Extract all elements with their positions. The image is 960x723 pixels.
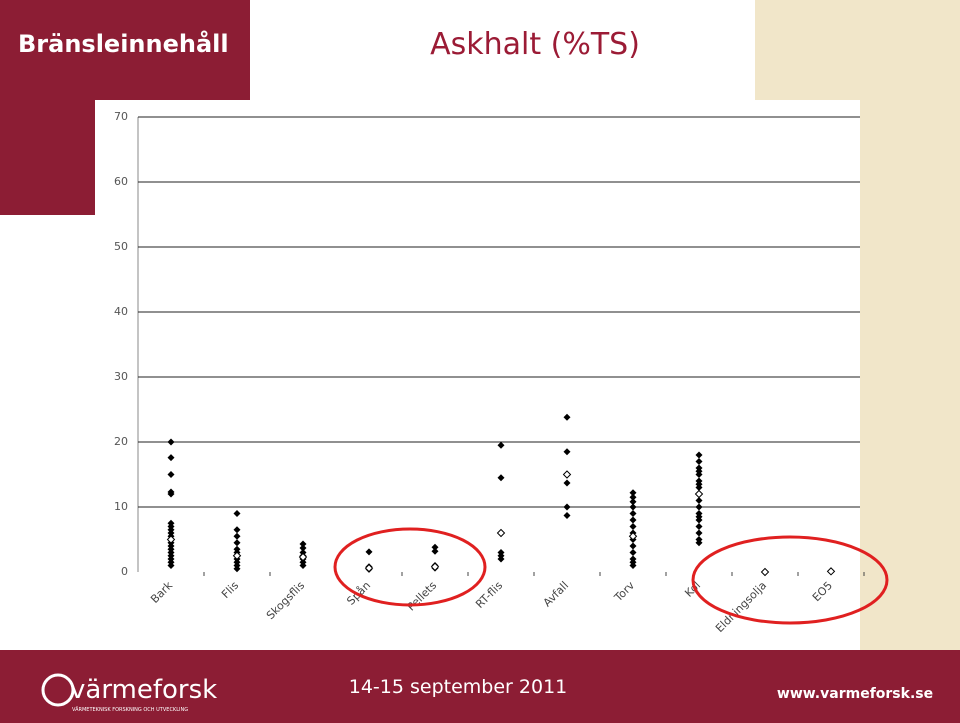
data-point [299,562,307,569]
data-point [431,543,439,551]
mean-point [496,528,506,538]
mean-point [826,567,836,576]
chart-title: Askhalt (%TS) [430,27,640,62]
data-point [563,503,571,511]
logo: värmeforsk [70,675,217,705]
y-tick-label: 30 [114,370,128,383]
data-point [233,510,241,517]
y-tick-label: 60 [114,175,128,188]
data-point [167,490,175,498]
mean-point [430,562,440,572]
data-point [695,539,703,547]
data-point [695,458,703,465]
data-point [431,547,439,555]
y-tick-label: 10 [114,500,128,513]
mean-point [628,532,638,541]
highlight-circle [691,535,889,625]
y-tick-label: 40 [114,305,128,318]
header-block [0,0,250,100]
mean-point [694,489,704,499]
data-point [695,471,703,478]
data-point [629,498,637,506]
url: www.varmeforsk.se [777,686,933,702]
data-point [695,451,703,459]
data-point [167,471,175,478]
data-point [299,544,307,552]
mean-point [760,567,770,577]
data-point [695,523,703,530]
data-point [167,438,175,446]
data-point [497,474,505,482]
data-point [695,529,703,537]
y-tick-label: 50 [114,240,128,253]
data-point [233,539,241,547]
data-point [695,516,703,524]
footer-bar [0,650,960,723]
data-point [563,511,571,519]
data-point [629,523,637,530]
data-point [629,562,637,569]
data-point [167,562,175,569]
highlight-circle [333,527,487,607]
chart-area [95,100,860,650]
data-point [629,542,637,550]
header-block-tail [0,100,95,215]
data-point [629,503,637,511]
data-point [299,540,307,548]
data-point [695,497,703,504]
data-point [695,503,703,511]
data-point [497,555,505,563]
data-point [563,479,571,487]
data-point [629,510,637,517]
data-point [629,493,637,501]
mean-point [562,470,572,479]
data-point [629,516,637,524]
mean-point [232,551,242,560]
data-point [233,532,241,540]
data-point [629,489,637,497]
y-tick-label: 70 [114,110,128,123]
data-point [497,441,505,449]
data-point [365,548,373,556]
y-tick-label: 0 [121,565,128,578]
data-point [695,484,703,491]
mean-point [364,563,374,573]
data-point [167,454,175,462]
data-point [233,526,241,534]
mean-point [298,552,308,562]
data-point [233,565,241,573]
y-tick-label: 20 [114,435,128,448]
header: Bränsleinnehåll [18,29,229,58]
tagline: VÄRMETEKNISK FORSKNING OCH UTVECKLING [72,706,188,713]
date: 14-15 september 2011 [349,676,568,698]
data-point [563,413,571,421]
logo-icon [41,673,75,707]
data-point [563,448,571,456]
data-point [629,549,637,556]
mean-point [166,535,176,544]
